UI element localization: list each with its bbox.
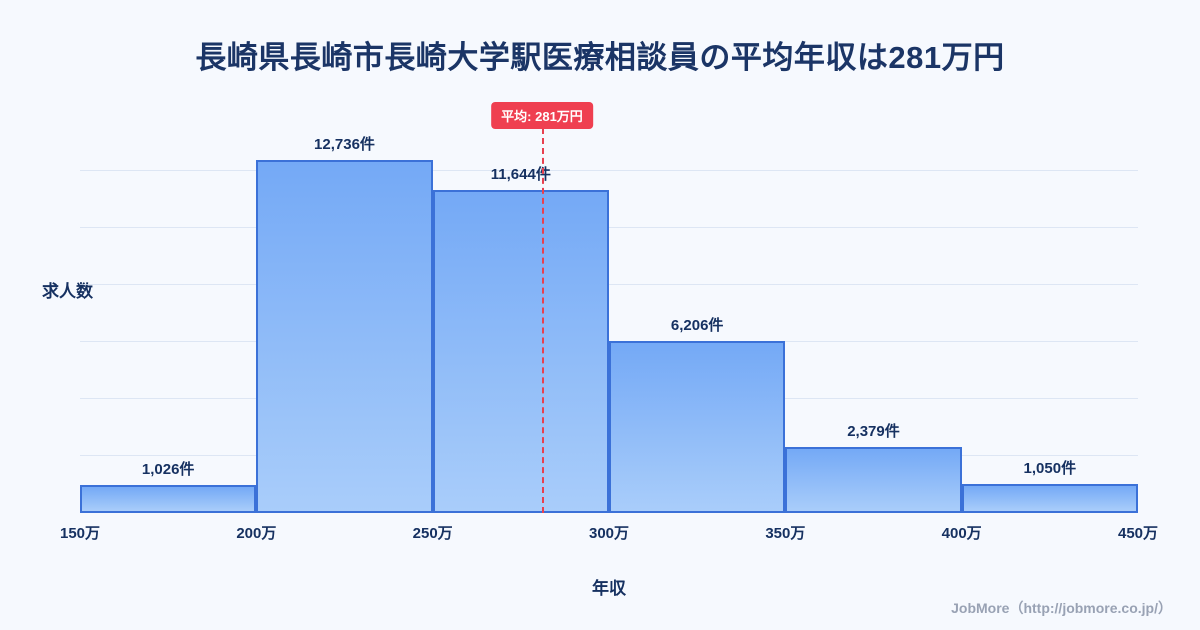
bar-value-label: 12,736件 [314, 136, 375, 153]
x-axis-ticks: 150万 200万 250万 300万 350万 400万 450万 [60, 522, 1158, 544]
average-badge: 平均: 281万円 [491, 102, 593, 129]
histogram-bin: 1,050件 [961, 130, 1138, 513]
histogram-bin: 6,206件 [608, 130, 786, 513]
bar-value-label: 1,050件 [1023, 460, 1077, 477]
bar [432, 190, 609, 513]
bar [608, 341, 786, 513]
bar-value-label: 11,644件 [490, 166, 551, 183]
page-title: 長崎県長崎市長崎大学駅医療相談員の平均年収は281万円 [195, 40, 1005, 75]
bar [961, 484, 1138, 513]
bar [785, 447, 962, 513]
histogram-bin: 1,026件 [80, 130, 257, 513]
footer-credit: JobMore（http://jobmore.co.jp/） [951, 600, 1172, 616]
x-tick: 450万 [1117, 525, 1159, 542]
bar [80, 485, 257, 513]
bars-container: 1,026件 12,736件 11,644件 6,206件 2,379件 1,050件 [80, 130, 1138, 513]
histogram-bin: 11,644件 [432, 130, 609, 513]
histogram-bin: 12,736件 [256, 130, 433, 513]
x-tick: 400万 [941, 525, 982, 542]
x-axis-label: 年収 [592, 579, 626, 598]
bar-value-label: 1,026件 [141, 461, 195, 478]
x-tick: 200万 [236, 525, 277, 542]
x-tick: 300万 [588, 525, 630, 542]
histogram-plot-area: 1,026件 12,736件 11,644件 6,206件 2,379件 1,050件 平… [80, 102, 1138, 513]
x-tick: 350万 [765, 525, 806, 542]
x-tick: 250万 [412, 525, 453, 542]
x-tick: 150万 [59, 525, 101, 542]
bar-value-label: 2,379件 [847, 423, 900, 440]
average-line [541, 128, 544, 513]
histogram-bin: 2,379件 [785, 130, 962, 513]
bar [256, 160, 433, 513]
bar-value-label: 6,206件 [670, 317, 724, 334]
